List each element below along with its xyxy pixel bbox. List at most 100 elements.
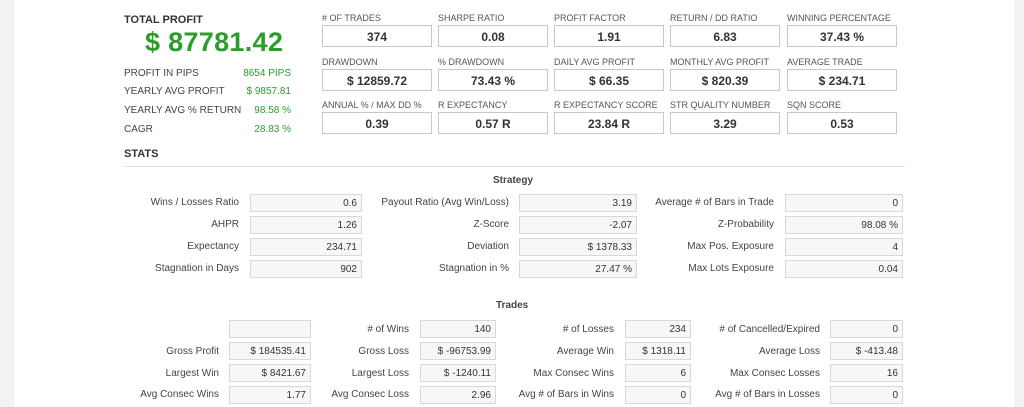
metric-value: 73.43 %	[438, 69, 548, 91]
stat-label: Expectancy	[187, 241, 239, 252]
metric-value: 6.83	[670, 25, 780, 47]
trade-label: Average Win	[556, 346, 614, 357]
trade-value: 16	[830, 364, 903, 382]
profit-in-pips-value: 8654 PIPS	[243, 68, 291, 79]
metric-value: 0.53	[787, 112, 897, 134]
trade-label: Avg Consec Wins	[140, 389, 219, 400]
trade-value: $ -96753.99	[420, 342, 496, 360]
metric-value: $ 820.39	[670, 69, 780, 91]
stat-label: Payout Ratio (Avg Win/Loss)	[381, 197, 509, 208]
stat-value: -2.07	[519, 216, 637, 234]
stats-title: STATS	[124, 148, 159, 160]
trade-value: 2.96	[420, 386, 496, 404]
metric-label: DAILY AVG PROFIT	[554, 57, 636, 67]
stat-value: 0	[785, 194, 903, 212]
trade-label: Avg Consec Loss	[331, 389, 409, 400]
trade-label: Average Loss	[759, 346, 820, 357]
trade-value	[229, 320, 311, 338]
trade-value: 0	[625, 386, 691, 404]
stat-label: Stagnation in Days	[155, 263, 239, 274]
metric-value: 3.29	[670, 112, 780, 134]
trade-label: Gross Profit	[166, 346, 219, 357]
stat-value: 0.6	[250, 194, 362, 212]
trade-label: Largest Win	[165, 368, 219, 379]
stat-value: 3.19	[519, 194, 637, 212]
stat-value: $ 1378.33	[519, 238, 637, 256]
trade-value: $ 8421.67	[229, 364, 311, 382]
page-scrollbar[interactable]	[1014, 0, 1024, 407]
report-panel: TOTAL PROFIT $ 87781.42 PROFIT IN PIPS 8…	[14, 0, 1014, 407]
stat-label: Max Pos. Exposure	[687, 241, 774, 252]
metric-label: DRAWDOWN	[322, 57, 378, 67]
trade-value: 0	[830, 320, 903, 338]
stat-value: 27.47 %	[519, 260, 637, 278]
total-profit-label: TOTAL PROFIT	[124, 14, 203, 26]
stat-value: 902	[250, 260, 362, 278]
metric-label: AVERAGE TRADE	[787, 57, 863, 67]
metric-label: ANNUAL % / MAX DD %	[322, 100, 422, 110]
metric-label: STR QUALITY NUMBER	[670, 100, 771, 110]
yearly-avg-profit-value: $ 9857.81	[246, 86, 292, 97]
yearly-avg-return-value: 98.58 %	[254, 105, 291, 116]
total-profit-value: $ 87781.42	[145, 27, 284, 57]
metric-label: RETURN / DD RATIO	[670, 13, 758, 23]
cagr-value: 28.83 %	[254, 124, 291, 135]
stat-value: 98.08 %	[785, 216, 903, 234]
stat-value: 234.71	[250, 238, 362, 256]
cagr-label: CAGR	[124, 124, 153, 135]
metric-label: % DRAWDOWN	[438, 57, 505, 67]
trade-value: $ 1318.11	[625, 342, 691, 360]
divider	[124, 166, 905, 167]
trade-label: Max Consec Losses	[729, 368, 820, 379]
trade-value: 1.77	[229, 386, 311, 404]
trade-label: Largest Loss	[351, 368, 409, 379]
trade-label: Avg # of Bars in Losses	[715, 389, 820, 400]
trade-value: $ -413.48	[830, 342, 903, 360]
metric-value: 37.43 %	[787, 25, 897, 47]
stat-value: 4	[785, 238, 903, 256]
metric-label: # OF TRADES	[322, 13, 381, 23]
metric-label: SQN SCORE	[787, 100, 842, 110]
stat-label: Deviation	[467, 241, 509, 252]
stat-label: AHPR	[211, 219, 239, 230]
stat-label: Z-Probability	[717, 219, 774, 230]
metric-label: R EXPECTANCY SCORE	[554, 100, 658, 110]
metric-label: WINNING PERCENTAGE	[787, 13, 891, 23]
trade-value: $ 184535.41	[229, 342, 311, 360]
metric-value: 0.39	[322, 112, 432, 134]
trade-label: # of Wins	[367, 324, 409, 335]
metric-value: $ 12859.72	[322, 69, 432, 91]
profit-in-pips-label: PROFIT IN PIPS	[124, 68, 199, 79]
stat-label: Average # of Bars in Trade	[655, 197, 774, 208]
trades-title: Trades	[496, 300, 529, 311]
metric-value: 1.91	[554, 25, 664, 47]
metric-value: 0.08	[438, 25, 548, 47]
trade-label: Avg # of Bars in Wins	[518, 389, 614, 400]
trade-value: 140	[420, 320, 496, 338]
metric-value: $ 234.71	[787, 69, 897, 91]
stat-label: Stagnation in %	[438, 263, 509, 274]
stat-value: 0.04	[785, 260, 903, 278]
metric-label: PROFIT FACTOR	[554, 13, 626, 23]
metric-value: $ 66.35	[554, 69, 664, 91]
stat-label: Z-Score	[473, 219, 509, 230]
stat-label: Wins / Losses Ratio	[150, 197, 239, 208]
trade-label: Max Consec Wins	[533, 368, 614, 379]
trade-value: 6	[625, 364, 691, 382]
trade-value: $ -1240.11	[420, 364, 496, 382]
stat-value: 1.26	[250, 216, 362, 234]
metric-value: 374	[322, 25, 432, 47]
metric-label: R EXPECTANCY	[438, 100, 508, 110]
trade-value: 0	[830, 386, 903, 404]
metric-label: SHARPE RATIO	[438, 13, 505, 23]
trade-label: # of Losses	[562, 324, 614, 335]
metric-value: 0.57 R	[438, 112, 548, 134]
trade-value: 234	[625, 320, 691, 338]
metric-value: 23.84 R	[554, 112, 664, 134]
trade-label: Gross Loss	[358, 346, 409, 357]
trade-label: # of Cancelled/Expired	[719, 324, 820, 335]
metric-label: MONTHLY AVG PROFIT	[670, 57, 770, 67]
stat-label: Max Lots Exposure	[688, 263, 774, 274]
yearly-avg-return-label: YEARLY AVG % RETURN	[124, 105, 242, 116]
strategy-title: Strategy	[493, 175, 534, 186]
